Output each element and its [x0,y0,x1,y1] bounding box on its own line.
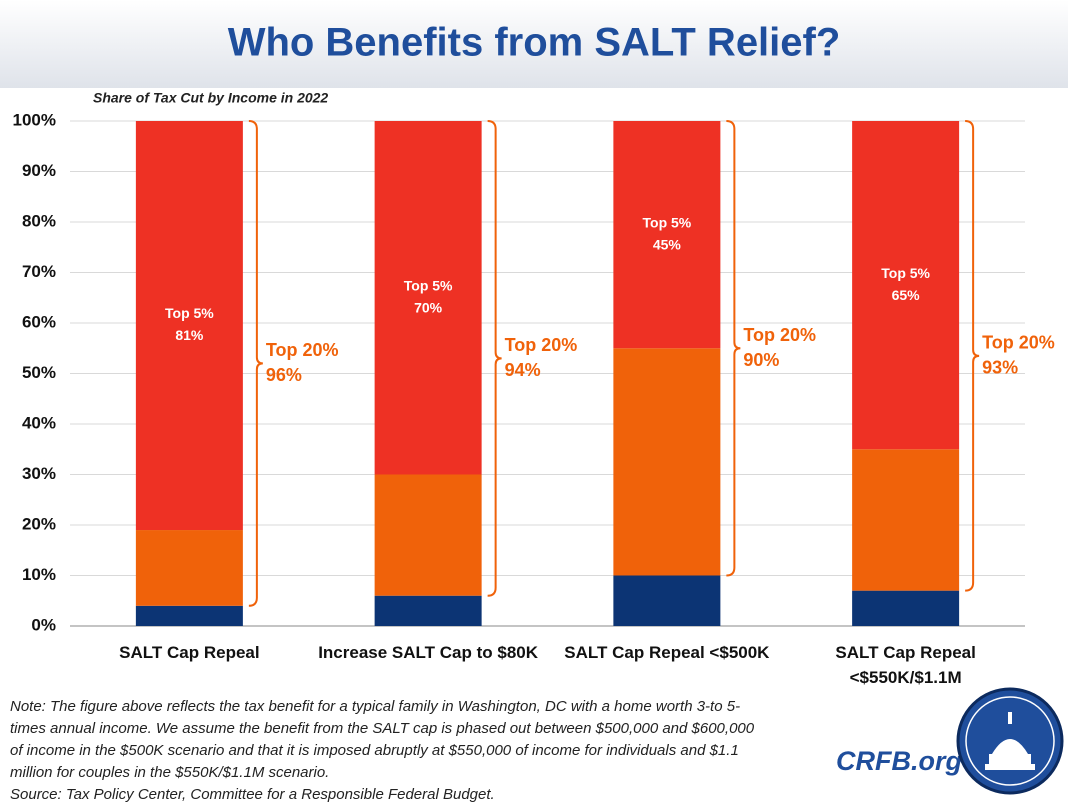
bar-segment [613,575,721,626]
bar-segment [135,530,243,606]
brand: CRFB.org [836,746,962,776]
bracket-value: 90% [743,350,779,370]
bar-segment [613,121,721,349]
bar-segment [374,121,482,475]
source: Source: Tax Policy Center, Committee for… [10,786,495,802]
note-line: of income in the $500K scenario and that… [10,742,739,759]
y-tick-label: 50% [22,363,56,382]
header-band [0,0,1068,88]
data-label: 65% [892,287,921,303]
y-tick-label: 20% [22,514,56,533]
data-label: 70% [414,299,443,315]
y-tick-label: 60% [22,312,56,331]
y-tick-label: 10% [22,565,56,584]
segment-name: Top 5% [404,277,453,293]
y-tick-label: 0% [31,615,56,634]
y-tick-label: 100% [13,110,56,129]
data-label: 45% [653,236,682,252]
y-tick-label: 80% [22,211,56,230]
bar-segment [135,605,243,626]
bar-segment [374,595,482,626]
bracket-label: Top 20% [505,335,578,355]
bar-segment [374,474,482,596]
bracket-value: 93% [982,358,1018,378]
bracket-value: 94% [505,360,541,380]
note-line: Note: The figure above reflects the tax … [10,698,740,715]
y-tick-label: 70% [22,262,56,281]
x-tick-label: Increase SALT Cap to $80K [318,643,539,662]
bar-segment [135,121,243,531]
bar-segment [852,121,960,450]
y-tick-label: 40% [22,413,56,432]
bar-segment [852,590,960,626]
segment-name: Top 5% [165,305,214,321]
y-tick-label: 30% [22,464,56,483]
logo [956,687,1064,795]
y-tick-label: 90% [22,161,56,180]
bracket-label: Top 20% [982,333,1055,353]
bracket [965,120,980,592]
chart-subtitle: Share of Tax Cut by Income in 2022 [93,90,328,106]
bar-segment [613,348,721,576]
segment-name: Top 5% [881,265,930,281]
x-tick-label: SALT Cap Repeal <$550K/$1.1M [835,643,976,687]
segment-name: Top 5% [643,214,692,230]
bracket [487,120,502,597]
chart-title: Who Benefits from SALT Relief? [228,21,841,65]
note-line: times annual income. We assume the benef… [10,720,755,737]
bracket-label: Top 20% [743,325,816,345]
bracket-label: Top 20% [266,340,339,360]
bracket [248,120,263,607]
bar-segment [852,449,960,591]
x-tick-label: SALT Cap Repeal [119,643,260,662]
bracket [726,120,741,577]
note-line: million for couples in the $550K/$1.1M s… [10,764,329,781]
data-label: 81% [175,327,204,343]
bracket-value: 96% [266,365,302,385]
x-tick-label: SALT Cap Repeal <$500K [564,643,770,662]
